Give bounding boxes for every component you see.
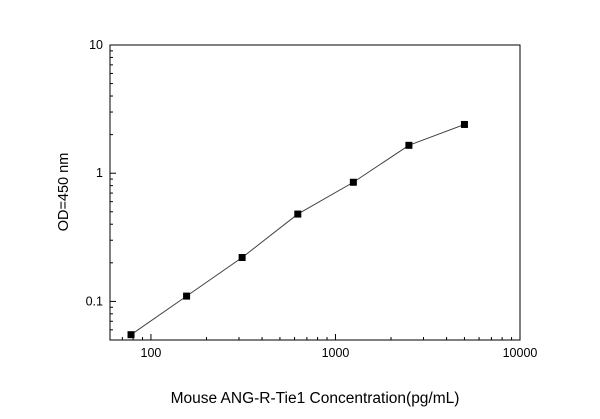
x-axis-label: Mouse ANG-R-Tie1 Concentration(pg/mL)	[171, 390, 460, 407]
x-tick-label: 100	[141, 346, 162, 360]
data-point-marker	[460, 120, 468, 128]
plot-frame	[109, 44, 521, 341]
data-point-marker	[183, 292, 191, 300]
x-tick-label: 1000	[322, 346, 350, 360]
y-axis-label: OD=450 nm	[56, 153, 72, 232]
data-point-marker	[127, 331, 135, 339]
plot-frame-box	[109, 44, 521, 341]
data-point-marker	[405, 141, 413, 149]
curve-line	[130, 123, 465, 336]
x-tick-label: 10000	[503, 346, 538, 360]
data-point-marker	[238, 254, 246, 262]
data-series	[127, 120, 468, 339]
data-point-marker	[349, 178, 357, 186]
y-tick-label: 10	[89, 38, 103, 52]
y-tick-label: 1	[96, 166, 103, 180]
axis-ticks: 100 1000 10000 0.1 1 10	[86, 38, 538, 360]
data-point-marker	[294, 210, 302, 218]
y-tick-label: 0.1	[86, 294, 103, 308]
